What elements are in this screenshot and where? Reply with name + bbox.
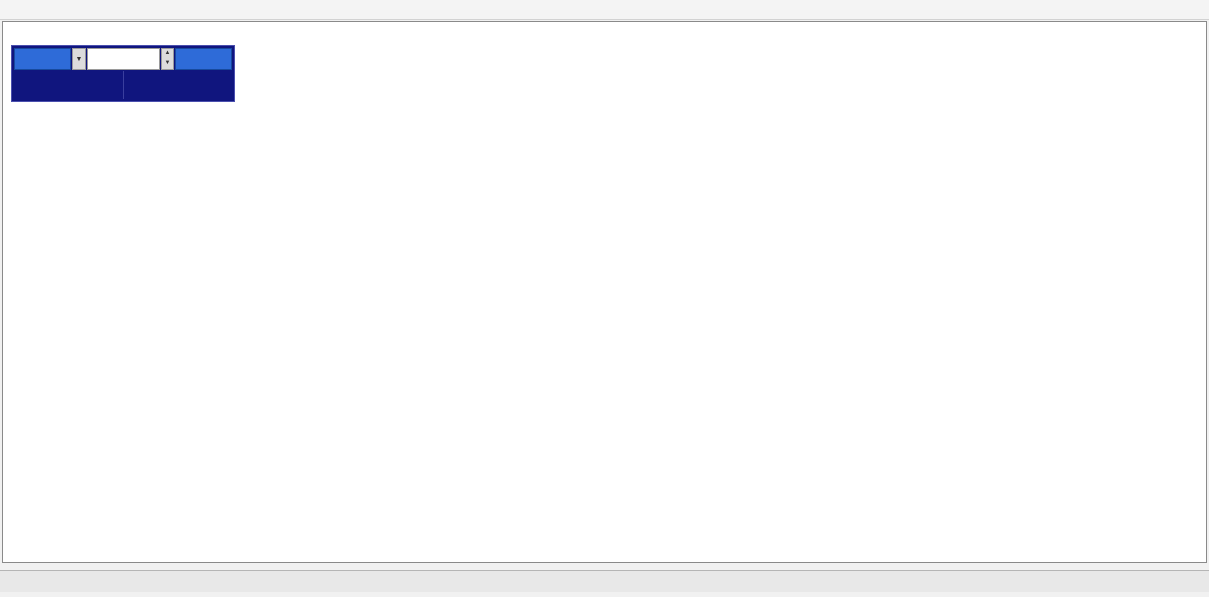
timeframe-toolbar bbox=[0, 0, 1209, 20]
price-chart[interactable] bbox=[3, 22, 1206, 562]
rsi-indicator-label bbox=[9, 481, 14, 493]
buy-price[interactable] bbox=[124, 71, 233, 99]
sell-price[interactable] bbox=[14, 71, 124, 99]
chart-title-bar bbox=[11, 27, 42, 41]
chart-window: ▼ ▲ ▼ bbox=[2, 21, 1207, 563]
buy-button[interactable] bbox=[175, 48, 232, 70]
macd-indicator-label bbox=[9, 413, 18, 425]
one-click-trading-panel: ▼ ▲ ▼ bbox=[11, 45, 235, 102]
chart-tabs-bar bbox=[0, 570, 1209, 592]
sell-button[interactable] bbox=[14, 48, 71, 70]
volume-input[interactable] bbox=[87, 48, 160, 70]
chevron-down-icon: ▼ bbox=[75, 55, 83, 63]
volume-spinner: ▲ ▼ bbox=[161, 48, 174, 70]
spinner-down-icon[interactable]: ▼ bbox=[164, 60, 171, 66]
volume-dropdown-button[interactable]: ▼ bbox=[72, 48, 86, 70]
spinner-up-icon[interactable]: ▲ bbox=[164, 50, 171, 56]
